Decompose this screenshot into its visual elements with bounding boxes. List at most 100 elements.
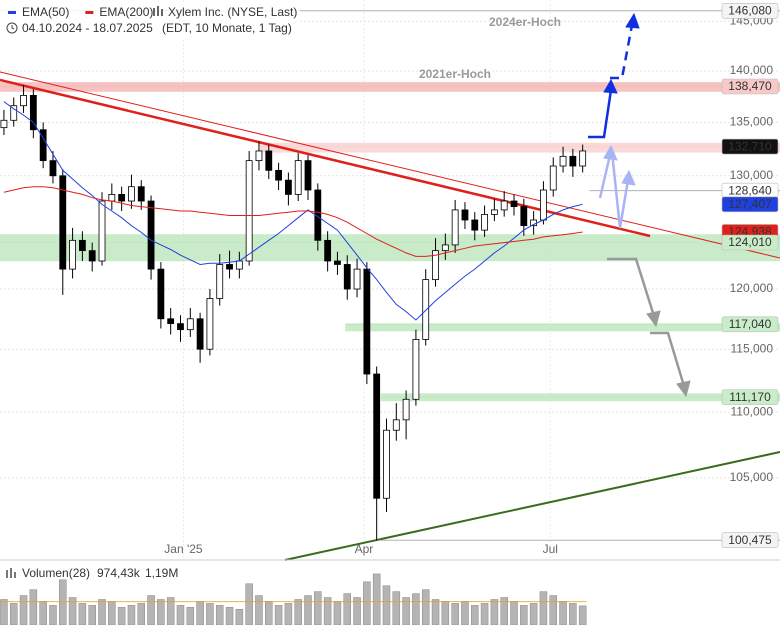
candle-body xyxy=(147,200,155,270)
volume-bar xyxy=(137,603,146,625)
annotation: 2021er-Hoch xyxy=(419,67,491,81)
candle-body xyxy=(294,160,302,195)
volume-bar xyxy=(215,605,224,625)
arrow-up xyxy=(588,89,613,139)
candle-body xyxy=(392,419,400,431)
price-label-bg xyxy=(721,532,779,549)
candle-body xyxy=(284,179,292,195)
arrow-head xyxy=(676,380,691,398)
candle-body xyxy=(226,264,233,270)
candle-body xyxy=(29,95,37,131)
legend-label: EMA(200) xyxy=(99,5,153,19)
header: Xylem Inc. (NYSE, Last) 04.10.2024 - 18.… xyxy=(0,2,300,38)
volume-bar xyxy=(441,601,450,625)
legend-label: EMA(50) xyxy=(22,5,69,19)
volume-bar xyxy=(304,595,312,625)
volume-panel: Volumen(28) 974,43k 1,19M xyxy=(0,566,587,625)
clock-icon xyxy=(6,22,18,34)
volume-bar xyxy=(363,581,371,625)
candle-body xyxy=(432,250,439,281)
candle-body xyxy=(324,239,332,262)
candle-body xyxy=(314,189,322,241)
candle-body xyxy=(108,193,116,202)
candle-body xyxy=(363,268,371,375)
candle-body xyxy=(265,150,273,171)
candle-body xyxy=(196,318,204,350)
candles xyxy=(0,85,587,541)
legend-swatch xyxy=(8,11,16,14)
volume-bar xyxy=(255,595,263,625)
candle-body xyxy=(500,200,508,211)
price-label-bg xyxy=(721,196,779,213)
price-label-bg xyxy=(721,138,779,155)
candle-body xyxy=(540,189,547,221)
candle-body xyxy=(334,260,341,265)
candle-body xyxy=(412,339,420,400)
volume-bar xyxy=(274,605,283,625)
trendline-thin xyxy=(0,71,780,259)
volume-bar xyxy=(323,597,332,625)
volume-bar xyxy=(127,605,136,625)
volume-bar xyxy=(510,601,518,625)
y-tick-label: 110,000 xyxy=(731,404,774,418)
candle-body xyxy=(402,398,410,421)
volume-bar xyxy=(382,585,391,625)
candle-body xyxy=(0,119,8,129)
volume-bar xyxy=(147,595,155,625)
moving-averages xyxy=(3,101,583,321)
price-label-bg xyxy=(721,234,779,251)
candle-body xyxy=(245,160,253,262)
volume-bar xyxy=(235,609,244,625)
volume-bar xyxy=(343,593,351,625)
header-bg xyxy=(0,2,300,38)
arrow-head xyxy=(625,12,640,29)
volume-bar xyxy=(520,605,528,625)
date-range: 04.10.2024 - 18.07.2025 xyxy=(22,21,153,35)
volume-bar xyxy=(431,599,440,625)
candle-body xyxy=(471,219,479,231)
price-label: 127,407 xyxy=(728,197,772,211)
volume-bar xyxy=(206,603,214,625)
candle-body xyxy=(98,200,106,262)
arrow-down xyxy=(607,257,656,317)
y-tick-label: 130,000 xyxy=(730,168,774,182)
volume-average: 1,19M xyxy=(145,566,178,580)
y-tick-label: 120,000 xyxy=(730,281,774,295)
price-zones xyxy=(0,10,780,541)
volume-bar xyxy=(39,601,47,625)
candle-body xyxy=(39,129,47,162)
candle-body xyxy=(78,239,86,252)
candle-body xyxy=(128,186,135,202)
icon xyxy=(161,9,163,16)
candle-body xyxy=(186,318,194,331)
trendline-resistance xyxy=(0,78,651,238)
volume-bar xyxy=(461,601,469,625)
volume-bar xyxy=(166,597,175,625)
trendline-support xyxy=(284,451,780,561)
candle-body xyxy=(118,193,126,202)
candle-body xyxy=(451,209,459,246)
price-label-bg xyxy=(721,3,779,19)
candle-body xyxy=(255,150,263,162)
volume-bar xyxy=(559,601,567,625)
volume-bar xyxy=(284,603,293,625)
volume-bar xyxy=(68,597,77,625)
candle-body xyxy=(216,264,224,299)
candle-body xyxy=(373,373,381,499)
arrow-down xyxy=(650,331,686,387)
price-label: 138,470 xyxy=(728,79,772,93)
price-label-bg xyxy=(721,316,779,333)
volume-bar xyxy=(0,599,8,625)
candle-body xyxy=(490,209,498,215)
volume-bar xyxy=(108,601,116,625)
candle-body xyxy=(441,244,449,252)
volume-bar xyxy=(196,601,204,625)
candle-body xyxy=(206,298,214,350)
volume-bar xyxy=(314,591,322,625)
price-labels: 146,080138,470132,710128,640127,407124,9… xyxy=(721,3,779,549)
chart-title: Xylem Inc. (NYSE, Last) xyxy=(168,5,297,19)
candle-body xyxy=(549,165,557,191)
price-label: 124,010 xyxy=(728,235,772,249)
volume-bar xyxy=(176,605,185,625)
volume-bar xyxy=(421,589,430,625)
